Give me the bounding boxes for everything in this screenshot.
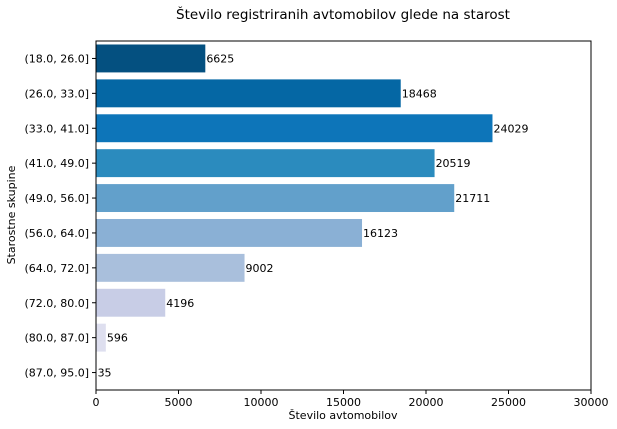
y-tick-label: (18.0, 26.0]: [24, 52, 89, 65]
bar-value-label: 24029: [493, 122, 528, 135]
x-tick-label: 30000: [574, 396, 609, 409]
bar-value-label: 18468: [402, 87, 437, 100]
x-tick-label: 20000: [409, 396, 444, 409]
bar: [96, 79, 401, 108]
bar-value-label: 4196: [166, 297, 194, 310]
y-axis-title: Starostne skupine: [5, 165, 18, 264]
bar-value-label: 6625: [206, 52, 234, 65]
y-tick-label: (56.0, 64.0]: [24, 227, 89, 240]
y-tick-label: (41.0, 49.0]: [24, 157, 89, 170]
bar-value-label: 16123: [363, 227, 398, 240]
y-tick-label: (80.0, 87.0]: [24, 332, 89, 345]
x-tick-label: 0: [93, 396, 100, 409]
x-tick-label: 10000: [244, 396, 279, 409]
bar: [96, 184, 455, 213]
x-tick-label: 25000: [491, 396, 526, 409]
bar-value-label: 20519: [436, 157, 471, 170]
bar: [96, 288, 166, 317]
bars: [96, 44, 493, 387]
bar: [96, 323, 106, 352]
bar-value-labels: 6625 18468 24029 20519 21711 16123 9002 4196 596…: [98, 52, 529, 379]
plot-area: 6625 18468 24029 20519 21711 16123 9002 4196 596…: [24, 40, 609, 409]
y-tick-label: (26.0, 33.0]: [24, 87, 89, 100]
bar: [96, 218, 363, 247]
x-axis-ticks: 0 5000 10000 15000 20000 25000 30000: [93, 390, 609, 409]
bar: [96, 253, 245, 282]
x-tick-label: 15000: [326, 396, 361, 409]
bar-value-label: 9002: [246, 262, 274, 275]
y-tick-label: (72.0, 80.0]: [24, 297, 89, 310]
y-tick-label: (64.0, 72.0]: [24, 262, 89, 275]
bar-value-label: 21711: [455, 192, 490, 205]
x-axis-title: Število avtomobilov: [289, 409, 398, 422]
bar: [96, 149, 435, 178]
y-tick-label: (87.0, 95.0]: [24, 367, 89, 380]
bar: [96, 44, 206, 73]
x-tick-label: 5000: [165, 396, 193, 409]
y-tick-label: (33.0, 41.0]: [24, 122, 89, 135]
y-tick-label: (49.0, 56.0]: [24, 192, 89, 205]
y-axis-ticks: (18.0, 26.0] (26.0, 33.0] (33.0, 41.0] (41.…: [24, 52, 96, 380]
bar: [96, 114, 493, 143]
chart-title: Število registriranih avtomobilov glede …: [176, 5, 510, 23]
bar-value-label: 596: [107, 332, 128, 345]
bar-value-label: 35: [98, 367, 112, 380]
